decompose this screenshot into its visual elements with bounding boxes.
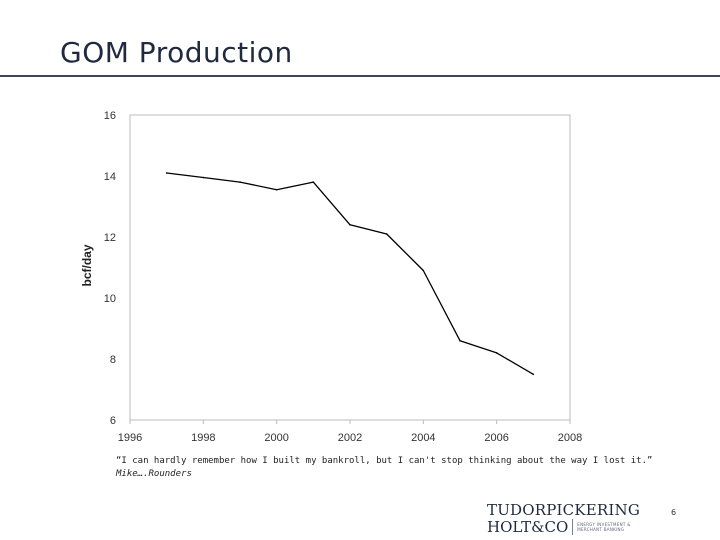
quote: “I can hardly remember how I built my ba… xyxy=(116,455,676,481)
data-point xyxy=(422,269,425,272)
data-point xyxy=(385,233,388,235)
data-point xyxy=(495,352,498,354)
data-point xyxy=(459,339,461,342)
quote-attribution: Mike….Rounders xyxy=(116,469,192,479)
page-number: 6 xyxy=(671,508,677,517)
x-tick-label: 2008 xyxy=(558,432,582,444)
data-point xyxy=(349,224,351,226)
data-point xyxy=(202,176,205,179)
x-tick-label: 2000 xyxy=(264,432,288,444)
data-point xyxy=(532,373,535,376)
y-tick-label: 10 xyxy=(104,293,116,305)
series-line xyxy=(166,172,534,375)
company-logo: TUDORPICKERING HOLT&CO ENERGY INVESTMENT… xyxy=(487,502,647,536)
x-tick-label: 1998 xyxy=(191,432,215,444)
slide-title: GOM Production xyxy=(60,36,293,69)
logo-line-1: TUDORPICKERING xyxy=(487,501,641,519)
logo-tagline-1: ENERGY INVESTMENT & xyxy=(577,522,631,527)
title-divider xyxy=(0,75,720,77)
x-tick-label: 2004 xyxy=(411,432,435,444)
y-tick-label: 6 xyxy=(110,415,116,427)
y-tick-label: 16 xyxy=(104,110,116,122)
data-point xyxy=(165,172,168,174)
y-tick-label: 14 xyxy=(104,171,116,183)
logo-separator xyxy=(572,519,574,535)
data-point xyxy=(312,181,315,183)
y-tick-label: 8 xyxy=(110,354,116,366)
logo-line-2: HOLT&CO xyxy=(487,518,569,536)
data-point xyxy=(275,188,278,191)
plot-area xyxy=(129,114,571,421)
x-tick-label: 2006 xyxy=(484,432,508,444)
x-tick-label: 2002 xyxy=(338,432,362,444)
y-tick-label: 12 xyxy=(104,232,116,244)
logo-tagline-2: MERCHANT BANKING xyxy=(577,527,625,532)
y-axis-label: bcf/day xyxy=(80,244,94,286)
data-point xyxy=(239,181,241,183)
x-tick-label: 1996 xyxy=(118,432,142,444)
quote-text: “I can hardly remember how I built my ba… xyxy=(116,456,653,466)
